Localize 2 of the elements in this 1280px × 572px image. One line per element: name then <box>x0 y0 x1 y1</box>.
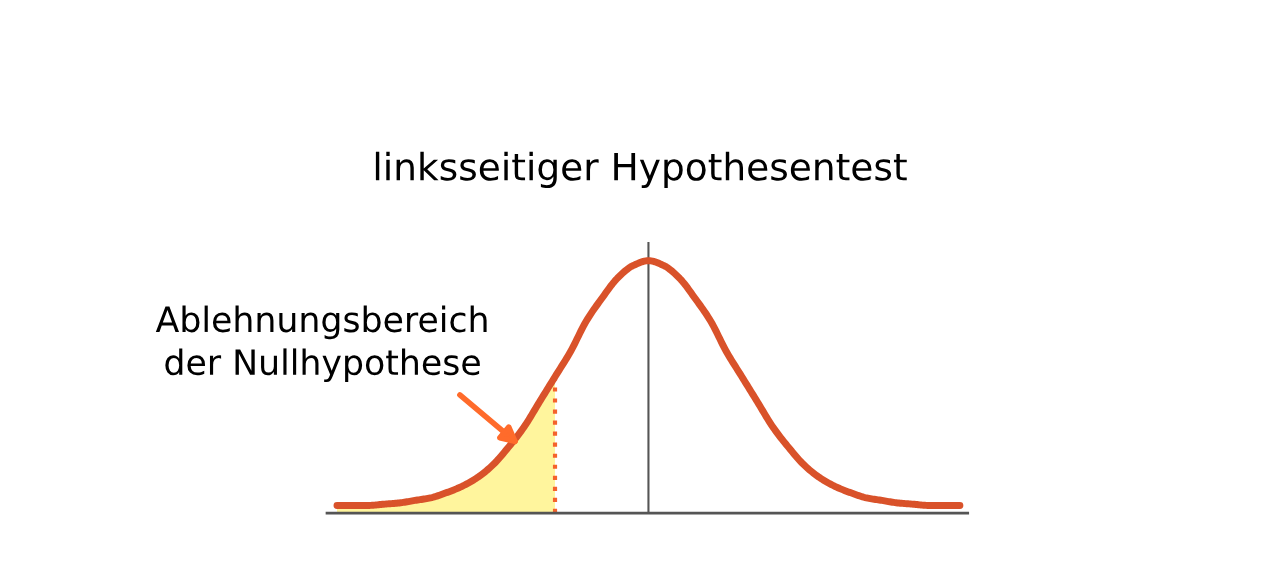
chart-title: linksseitiger Hypothesentest <box>375 151 907 189</box>
annotation: Ablehnungsbereich der Nullhypothese <box>155 305 487 382</box>
